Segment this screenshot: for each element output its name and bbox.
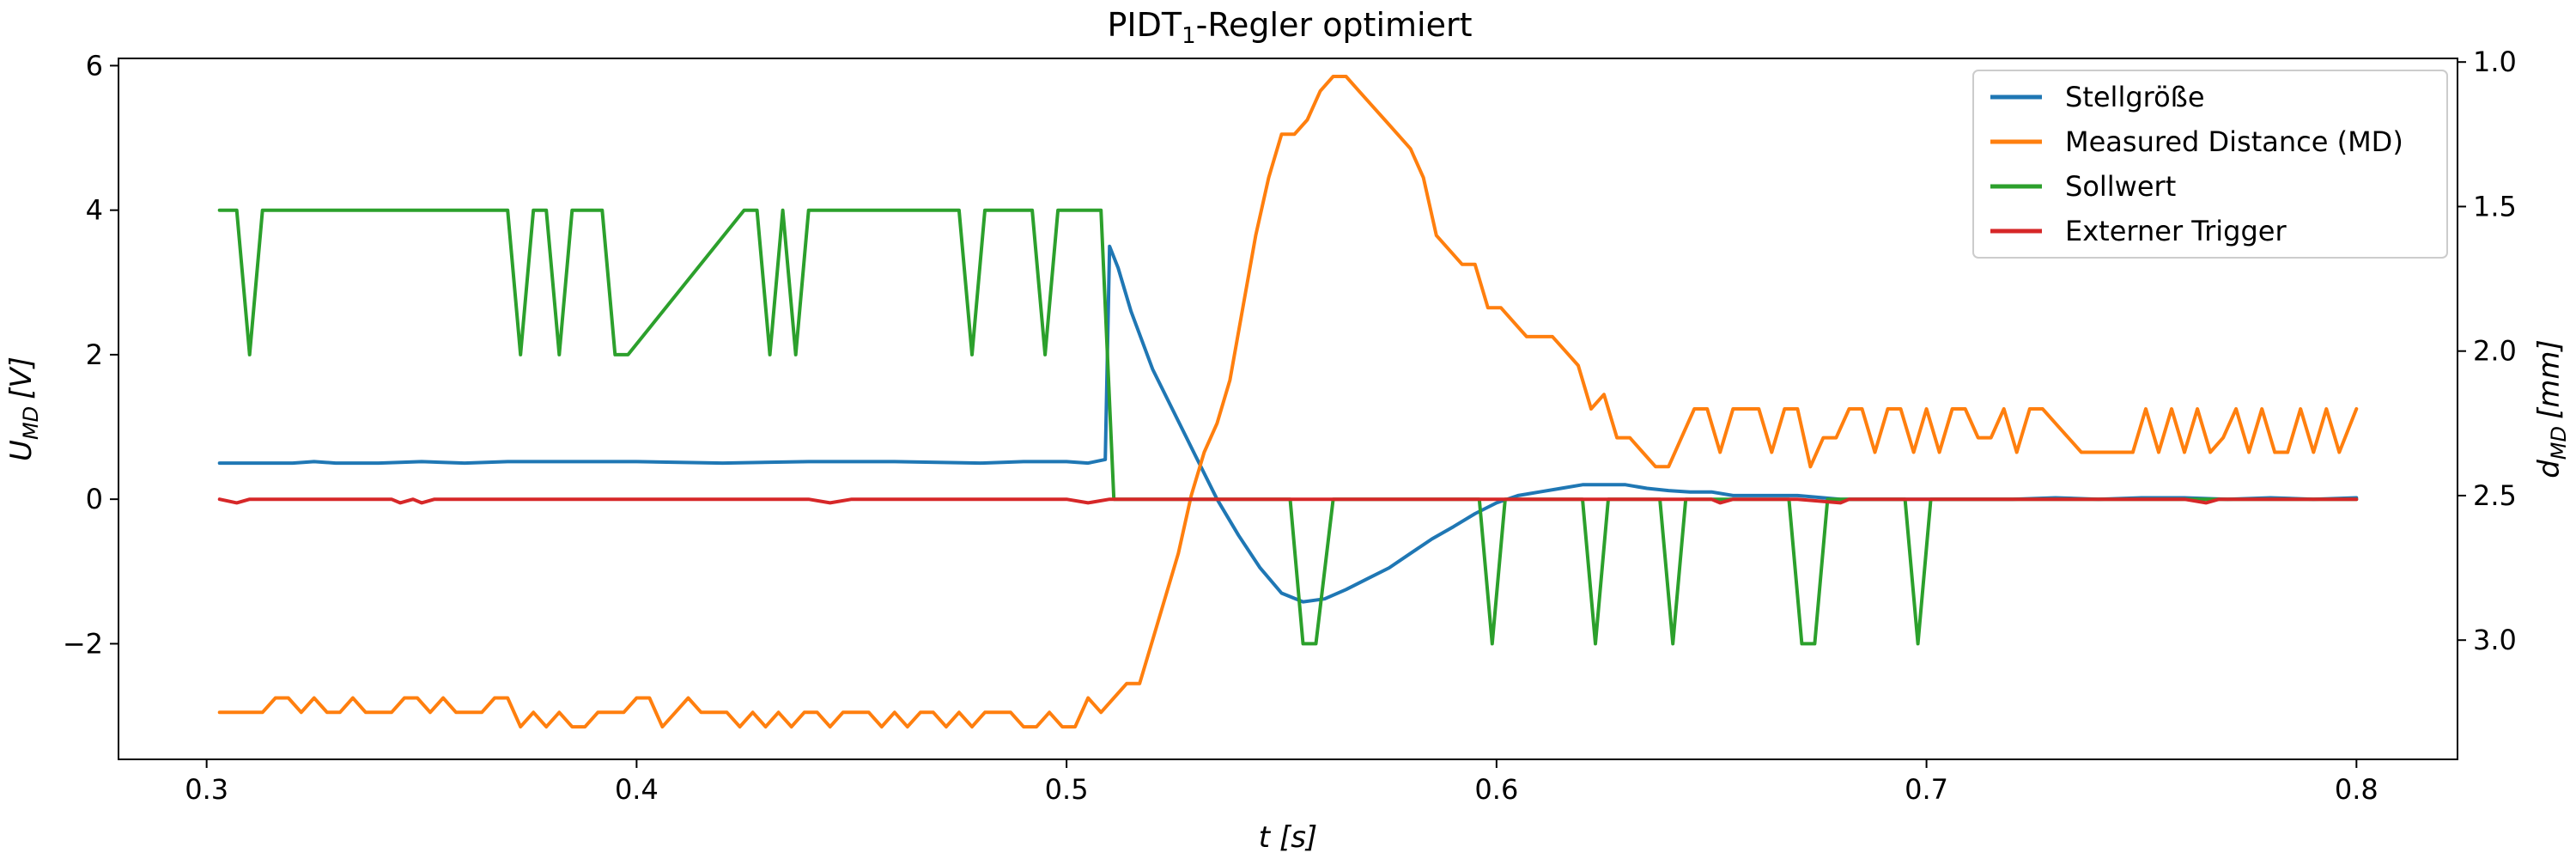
series-line-externer-trigger — [217, 497, 2359, 505]
x-tick-label: 0.3 — [185, 773, 228, 806]
legend-label-sollwert: Sollwert — [2065, 170, 2176, 203]
y-left-tick-label: 2 — [86, 338, 103, 371]
y-axis-right-label-var: d — [2532, 460, 2567, 478]
x-axis-label-var: t — [1259, 820, 1272, 855]
y-axis-left-label-unit: [V] — [4, 356, 39, 399]
y-axis-right-label-sub: MD — [2547, 426, 2571, 460]
y-right-tick-label: 1.0 — [2473, 46, 2517, 78]
x-tick-label: 0.7 — [1905, 773, 1948, 806]
series-line-stellgr-e — [217, 244, 2359, 604]
chart-title: PIDT1-Regler optimiert — [1107, 6, 1472, 49]
legend-box — [1972, 70, 2448, 259]
y-axis-left-label-sub: MD — [19, 406, 43, 440]
series-line-sollwert — [217, 208, 2359, 646]
series-line-measured-distance-md — [217, 75, 2359, 729]
x-tick-label: 0.5 — [1045, 773, 1089, 806]
legend: Stellgröße Measured Distance (MD) Sollwert… — [1972, 70, 2448, 259]
chart-title-suffix: -Regler optimiert — [1196, 6, 1473, 44]
y-left-tick-label: 0 — [86, 483, 103, 515]
chart-title-sub: 1 — [1182, 23, 1196, 49]
legend-label-measured-distance-md: Measured Distance (MD) — [2065, 125, 2403, 158]
series-group — [217, 75, 2359, 729]
y-right-tick-label: 3.0 — [2473, 624, 2517, 656]
legend-label-stellgr-e: Stellgröße — [2065, 81, 2205, 113]
y-axis-right-label: dMD [mm] — [2532, 339, 2571, 478]
y-axis-right-label-unit: [mm] — [2532, 339, 2567, 419]
y-axis-left-label-var: U — [4, 440, 39, 461]
plot-area — [118, 58, 2458, 760]
y-left-tick-label: 4 — [86, 194, 103, 227]
y-right-tick-label: 2.5 — [2473, 479, 2517, 512]
x-axis: 0.3 0.4 0.5 0.6 0.7 0.8 — [185, 759, 2379, 806]
chart-title-main: PIDT — [1107, 6, 1182, 44]
x-tick-label: 0.8 — [2335, 773, 2379, 806]
x-tick-label: 0.4 — [615, 773, 659, 806]
x-axis-label: t [s] — [1259, 820, 1317, 855]
y-axis-left: −2 0 2 4 6 — [63, 49, 118, 660]
legend-entries: Stellgröße Measured Distance (MD) Sollwert… — [1990, 81, 2403, 247]
y-axis-right: 1.0 1.5 2.0 2.5 3.0 — [2458, 46, 2517, 656]
x-tick-label: 0.6 — [1474, 773, 1518, 806]
y-right-tick-label: 1.5 — [2473, 190, 2517, 222]
x-axis-label-unit: [s] — [1279, 820, 1317, 855]
y-left-tick-label: 6 — [86, 49, 103, 82]
y-axis-left-label: UMD [V] — [4, 356, 43, 461]
y-left-tick-label: −2 — [63, 627, 103, 660]
legend-label-externer-trigger: Externer Trigger — [2065, 215, 2287, 247]
y-right-tick-label: 2.0 — [2473, 335, 2517, 368]
